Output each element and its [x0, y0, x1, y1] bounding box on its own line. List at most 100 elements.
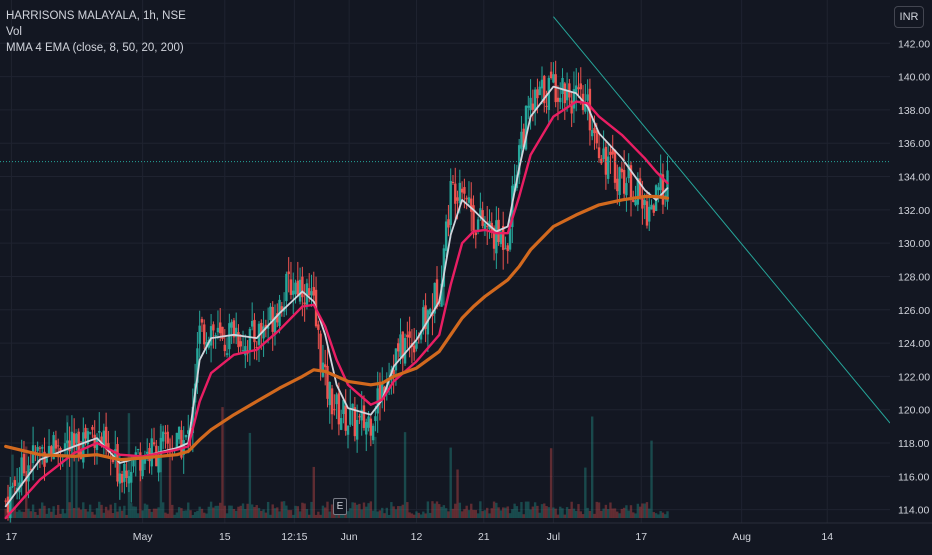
volume-bar [45, 513, 48, 518]
candle-body [442, 248, 446, 287]
candle-body [654, 185, 658, 212]
candle-body [593, 128, 596, 134]
volume-bar [584, 467, 587, 518]
volume-bar [164, 512, 167, 518]
volume-bar [182, 510, 185, 518]
candle-body [590, 130, 594, 137]
volume-bar [664, 514, 667, 518]
moving-averages [4, 85, 670, 520]
candle-body [358, 416, 361, 418]
volume-bar [501, 507, 505, 518]
candle-body [164, 432, 167, 434]
volume-bar [157, 507, 160, 518]
volume-bar [260, 510, 263, 518]
x-tick-label: 17 [6, 531, 18, 543]
drawings[interactable] [0, 16, 891, 424]
volume-bar [111, 513, 115, 518]
volume-bar [287, 510, 290, 518]
volume-bar [506, 506, 509, 518]
volume-bar [579, 511, 582, 518]
candle-body [522, 128, 525, 148]
y-tick-label: 132.00 [898, 205, 930, 217]
volume-bar [632, 512, 635, 518]
earnings-marker[interactable]: E [333, 498, 347, 515]
candle-body [447, 219, 450, 228]
volume-bar [152, 508, 156, 518]
volume-bar [66, 415, 69, 518]
candle-body [4, 500, 7, 502]
volume-bar [161, 502, 165, 518]
volume-bar [609, 502, 612, 518]
volume-bar [54, 514, 58, 518]
candle-body [371, 425, 375, 441]
trendline[interactable] [553, 16, 891, 424]
volume-bar [522, 514, 525, 518]
volume-indicator-label[interactable]: Vol [6, 26, 22, 38]
candle-body [444, 221, 448, 251]
volume-bar [230, 505, 233, 518]
candle-body [538, 86, 541, 96]
candle-body [392, 369, 395, 375]
candle-body [561, 77, 564, 95]
candle-body [200, 319, 204, 323]
candle-body [84, 427, 87, 439]
candle-body [303, 302, 306, 305]
volume-bar [75, 428, 78, 518]
volume-bar [495, 502, 498, 518]
volume-bar [588, 510, 592, 518]
volume-bar [497, 507, 500, 518]
volume-bar [61, 508, 64, 518]
candle-body [141, 458, 144, 477]
y-tick-label: 130.00 [898, 238, 930, 250]
candle-body [435, 279, 439, 308]
candle-body [349, 408, 352, 425]
volume-bar [529, 509, 532, 518]
volume-bar [18, 510, 21, 518]
volume-bar [38, 508, 42, 518]
volume-bar [346, 511, 350, 518]
candle-body [132, 455, 135, 467]
volume-bar [606, 509, 610, 518]
volume-bar [321, 505, 325, 518]
candle-body [648, 206, 651, 222]
candle-body [339, 418, 343, 430]
volume-bar [353, 502, 357, 518]
volume-bar [150, 511, 153, 518]
volume-bar [319, 514, 322, 518]
currency-button[interactable]: INR [894, 6, 924, 28]
volume-bar [431, 501, 434, 518]
volume-bar [93, 514, 96, 518]
candle-body [157, 455, 160, 473]
candle-body [20, 457, 23, 487]
candle-body [205, 341, 208, 348]
candle-body [187, 430, 190, 434]
ma-indicator-label[interactable]: MMA 4 EMA (close, 8, 50, 20, 200) [6, 42, 184, 54]
candle-body [415, 341, 418, 349]
volume-bar [221, 407, 224, 518]
volume-bar [294, 505, 297, 518]
volume-bar [207, 506, 211, 518]
candle-body [216, 327, 220, 333]
volume-bar [390, 502, 393, 518]
volume-bar [95, 508, 99, 518]
volume-bar [620, 508, 624, 518]
volume-bar [447, 511, 450, 518]
volume-bar [177, 507, 181, 518]
volume-bar [381, 507, 384, 518]
volume-bar [125, 514, 128, 518]
candle-body [230, 321, 233, 328]
candle-body [88, 432, 92, 434]
volume-bar [276, 507, 279, 518]
volume-bar [43, 505, 46, 518]
candle-body [552, 74, 555, 83]
candle-body [613, 150, 617, 183]
symbol-title[interactable]: HARRISONS MALAYALA, 1h, NSE [6, 10, 186, 22]
volume-bar [540, 504, 544, 518]
candle-body [342, 399, 345, 415]
volume-bar [225, 513, 229, 518]
volume-bar [52, 506, 55, 518]
candle-body [114, 449, 117, 459]
volume-bar [481, 511, 484, 518]
